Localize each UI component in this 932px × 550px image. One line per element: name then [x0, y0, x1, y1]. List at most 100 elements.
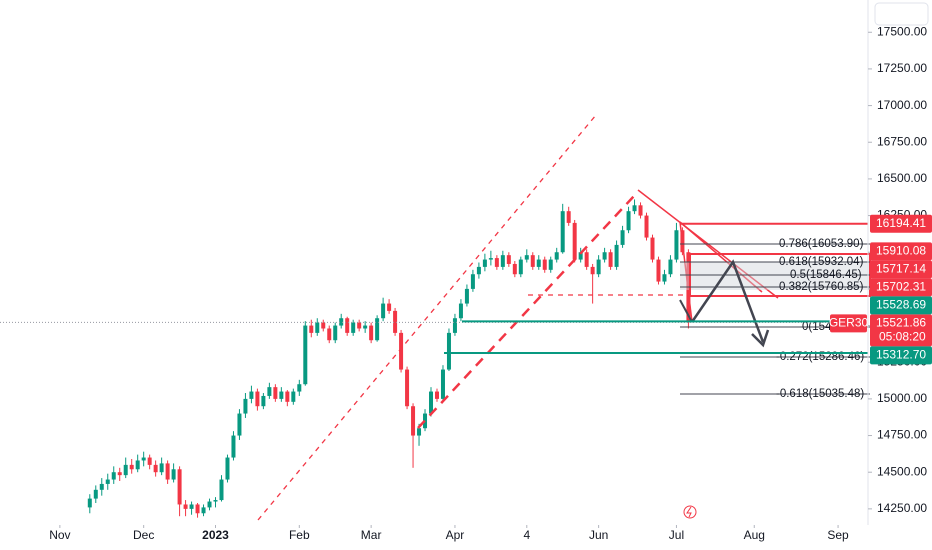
- candle-body: [608, 252, 613, 267]
- candle-body: [183, 504, 188, 509]
- candle-body: [638, 205, 643, 216]
- candle-body: [464, 288, 469, 304]
- candle-body: [620, 230, 625, 245]
- candle-body: [482, 259, 487, 267]
- candle-body: [111, 472, 116, 480]
- x-tick-label: Apr: [446, 528, 465, 542]
- candle-body: [147, 457, 152, 465]
- candle-body: [213, 500, 218, 502]
- candle-body: [375, 318, 380, 341]
- candle-body: [315, 322, 320, 333]
- price-tag: [870, 346, 932, 365]
- arrow-head: [751, 329, 770, 348]
- candle-body: [458, 303, 463, 319]
- candle-body: [345, 318, 350, 333]
- candle-body: [87, 498, 92, 508]
- candle-body: [440, 369, 445, 399]
- candle-body: [105, 479, 110, 484]
- candle-body: [255, 391, 260, 407]
- price-tag: [870, 242, 932, 261]
- candle-body: [333, 325, 338, 341]
- candle-body: [303, 325, 308, 385]
- candle-body: [626, 211, 631, 231]
- candle-body: [291, 391, 296, 402]
- candle-body: [117, 472, 122, 476]
- x-tick-label: 4: [523, 528, 530, 542]
- candle-body: [632, 205, 637, 212]
- candle-body: [279, 391, 284, 399]
- x-tick-label: Jul: [669, 528, 684, 542]
- drawings: 0.786(16053.90) 0.618(15932.04) 0.5(1584…: [0, 114, 871, 521]
- candle-body: [405, 369, 410, 407]
- fib-label: 0.5(15846.45): [790, 269, 862, 281]
- price-tag-label: 15717.14: [876, 262, 926, 276]
- price-tag: [870, 278, 932, 297]
- candle-body: [201, 507, 206, 514]
- fib-label: -0.618(15035.48): [776, 388, 864, 400]
- candle-body: [488, 258, 493, 260]
- price-tag: [870, 296, 932, 315]
- y-tick-label: 14500.00: [877, 464, 927, 478]
- channel-line: [257, 114, 597, 521]
- candle-body: [357, 322, 362, 329]
- candle-body: [429, 391, 434, 414]
- event-icon[interactable]: [683, 505, 697, 519]
- candle-body: [572, 222, 577, 260]
- countdown-label: 05:08:20: [879, 330, 926, 344]
- candle-body: [171, 469, 176, 480]
- candle-body: [123, 464, 128, 476]
- y-tick-label: 16500.00: [877, 171, 927, 185]
- candle-body: [321, 322, 326, 329]
- candle-body: [536, 259, 541, 267]
- fib-label: 0(154: [802, 321, 832, 333]
- candle-body: [434, 391, 439, 399]
- candle-body: [393, 310, 398, 333]
- candle-body: [243, 398, 248, 414]
- candle-body: [363, 325, 368, 329]
- candle-body: [554, 252, 559, 260]
- candle-body: [369, 325, 374, 341]
- trend-line: [679, 221, 763, 293]
- candle-body: [237, 413, 242, 436]
- projection-arrow: [690, 259, 765, 343]
- x-tick-label: Dec: [133, 528, 154, 542]
- fib-label: 0.382(15760.85): [779, 281, 864, 293]
- candle-body: [93, 489, 98, 499]
- y-tick-label: 15000.00: [877, 391, 927, 405]
- x-tick-label: Nov: [49, 528, 70, 542]
- candle-body: [524, 255, 529, 260]
- y-tick-label: 17500.00: [877, 24, 927, 38]
- candle-body: [327, 328, 332, 341]
- candle-body: [494, 258, 499, 267]
- candle-body: [530, 255, 535, 267]
- candle-body: [662, 274, 667, 282]
- candle-body: [452, 318, 457, 333]
- fib-label: 0.786(16053.90): [779, 238, 864, 250]
- x-tick-label: Aug: [744, 528, 765, 542]
- candle-body: [590, 266, 595, 275]
- candle-body: [129, 464, 134, 470]
- candle-body: [99, 483, 104, 490]
- candle-body: [267, 387, 272, 396]
- candle-body: [470, 274, 475, 289]
- candle-body: [141, 457, 146, 461]
- candle-body: [560, 211, 565, 253]
- candle-body: [602, 252, 607, 260]
- price-tag-label: 15910.08: [876, 244, 926, 258]
- candle-body: [506, 255, 511, 264]
- candle-body: [339, 318, 344, 326]
- current-price-label: 15521.86: [876, 316, 926, 330]
- toolbar-button[interactable]: [874, 2, 929, 26]
- price-tag: [870, 214, 932, 233]
- projection-arrow: [679, 299, 693, 323]
- candle-body: [285, 391, 290, 402]
- candle-body: [165, 463, 170, 480]
- candle-body: [656, 259, 661, 282]
- candle-body: [273, 387, 278, 399]
- event-icon-bolt: [686, 506, 692, 518]
- candle-body: [195, 504, 200, 514]
- candle-body: [261, 395, 266, 407]
- candle-body: [399, 332, 404, 370]
- candle-body: [512, 263, 517, 275]
